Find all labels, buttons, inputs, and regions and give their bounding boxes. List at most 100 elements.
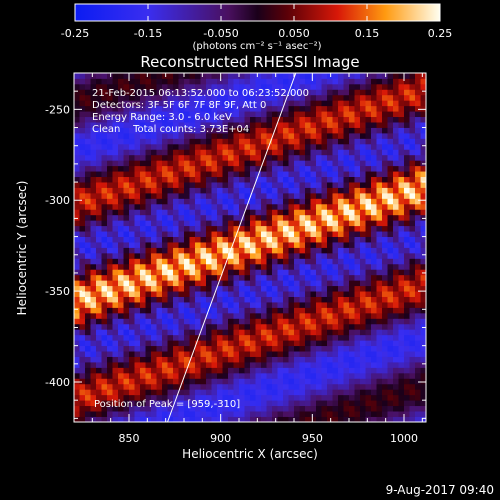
heatmap-cell bbox=[140, 269, 146, 276]
heatmap-cell bbox=[173, 340, 179, 347]
heatmap-cell bbox=[184, 127, 190, 134]
heatmap-cell bbox=[321, 236, 328, 243]
heatmap-cell bbox=[277, 236, 284, 243]
heatmap-cell bbox=[107, 122, 113, 128]
heatmap-cell bbox=[338, 405, 344, 412]
heatmap-cell bbox=[415, 345, 421, 352]
heatmap-cell bbox=[382, 252, 388, 259]
heatmap-cell bbox=[261, 89, 267, 96]
heatmap-cell bbox=[332, 378, 339, 385]
heatmap-cell bbox=[74, 345, 80, 352]
heatmap-cell bbox=[129, 400, 135, 407]
heatmap-cell bbox=[360, 269, 366, 276]
heatmap-cell bbox=[129, 280, 135, 287]
heatmap-cell bbox=[233, 269, 240, 276]
heatmap-cell bbox=[178, 296, 185, 303]
heatmap-cell bbox=[376, 307, 383, 314]
heatmap-cell bbox=[90, 372, 97, 379]
heatmap-cell bbox=[123, 209, 130, 216]
heatmap-cell bbox=[255, 351, 262, 357]
heatmap-cell bbox=[288, 307, 295, 314]
heatmap-cell bbox=[123, 187, 130, 194]
heatmap-cell bbox=[129, 362, 135, 368]
heatmap-cell bbox=[277, 302, 284, 308]
heatmap-cell bbox=[294, 274, 300, 281]
heatmap-cell bbox=[376, 334, 383, 341]
heatmap-cell bbox=[101, 323, 108, 330]
heatmap-cell bbox=[118, 116, 124, 123]
heatmap-cell bbox=[398, 340, 405, 347]
heatmap-cell bbox=[272, 192, 278, 199]
heatmap-cell bbox=[96, 138, 102, 145]
heatmap-cell bbox=[277, 132, 284, 139]
heatmap-cell bbox=[327, 345, 333, 352]
heatmap-cell bbox=[79, 296, 86, 303]
heatmap-cell bbox=[266, 302, 273, 308]
heatmap-cell bbox=[420, 89, 426, 96]
heatmap-cell bbox=[349, 296, 355, 303]
heatmap-cell bbox=[239, 394, 245, 401]
heatmap-cell bbox=[112, 345, 119, 352]
heatmap-cell bbox=[398, 100, 405, 107]
heatmap-cell bbox=[189, 127, 196, 134]
heatmap-cell bbox=[283, 165, 289, 172]
heatmap-cell bbox=[349, 247, 355, 254]
heatmap-cell bbox=[349, 405, 355, 412]
heatmap-cell bbox=[140, 351, 146, 357]
heatmap-cell bbox=[382, 89, 388, 96]
heatmap-cell bbox=[244, 100, 251, 107]
heatmap-cell bbox=[151, 149, 157, 156]
heatmap-cell bbox=[101, 329, 108, 336]
heatmap-cell bbox=[167, 263, 174, 270]
heatmap-cell bbox=[277, 182, 284, 188]
heatmap-cell bbox=[140, 367, 146, 374]
heatmap-cell bbox=[228, 258, 234, 265]
heatmap-cell bbox=[118, 176, 124, 183]
heatmap-cell bbox=[134, 312, 141, 319]
heatmap-cell bbox=[382, 220, 388, 227]
heatmap-cell bbox=[79, 209, 86, 216]
heatmap-cell bbox=[239, 111, 245, 118]
heatmap-cell bbox=[118, 411, 124, 417]
heatmap-cell bbox=[371, 405, 377, 412]
heatmap-cell bbox=[321, 176, 328, 183]
heatmap-cell bbox=[162, 318, 168, 325]
heatmap-cell bbox=[85, 367, 91, 374]
heatmap-cell bbox=[332, 345, 339, 352]
heatmap-cell bbox=[239, 312, 245, 319]
heatmap-cell bbox=[338, 225, 344, 232]
heatmap-cell bbox=[393, 302, 399, 308]
heatmap-cell bbox=[316, 323, 322, 330]
heatmap-cell bbox=[360, 323, 366, 330]
heatmap-cell bbox=[200, 127, 207, 134]
heatmap-cell bbox=[156, 312, 163, 319]
heatmap-cell bbox=[321, 83, 328, 90]
heatmap-cell bbox=[167, 280, 174, 287]
heatmap-cell bbox=[409, 400, 416, 407]
heatmap-cell bbox=[398, 160, 405, 167]
heatmap-cell bbox=[112, 280, 119, 287]
heatmap-cell bbox=[294, 296, 300, 303]
heatmap-cell bbox=[288, 116, 295, 123]
heatmap-cell bbox=[118, 307, 124, 314]
heatmap-cell bbox=[393, 236, 399, 243]
heatmap-cell bbox=[222, 252, 229, 259]
heatmap-cell bbox=[404, 258, 410, 265]
heatmap-cell bbox=[261, 171, 267, 178]
heatmap-cell bbox=[371, 154, 377, 161]
heatmap-cell bbox=[85, 78, 91, 85]
heatmap-cell bbox=[140, 411, 146, 417]
heatmap-cell bbox=[371, 362, 377, 368]
heatmap-cell bbox=[255, 127, 262, 134]
heatmap-cell bbox=[178, 405, 185, 412]
heatmap-cell bbox=[310, 165, 317, 172]
heatmap-cell bbox=[79, 389, 86, 396]
heatmap-cell bbox=[222, 100, 229, 107]
heatmap-cell bbox=[228, 160, 234, 167]
heatmap-cell bbox=[129, 116, 135, 123]
heatmap-cell bbox=[272, 389, 278, 396]
heatmap-cell bbox=[283, 132, 289, 139]
heatmap-cell bbox=[332, 269, 339, 276]
heatmap-cell bbox=[85, 73, 91, 79]
heatmap-cell bbox=[140, 192, 146, 199]
